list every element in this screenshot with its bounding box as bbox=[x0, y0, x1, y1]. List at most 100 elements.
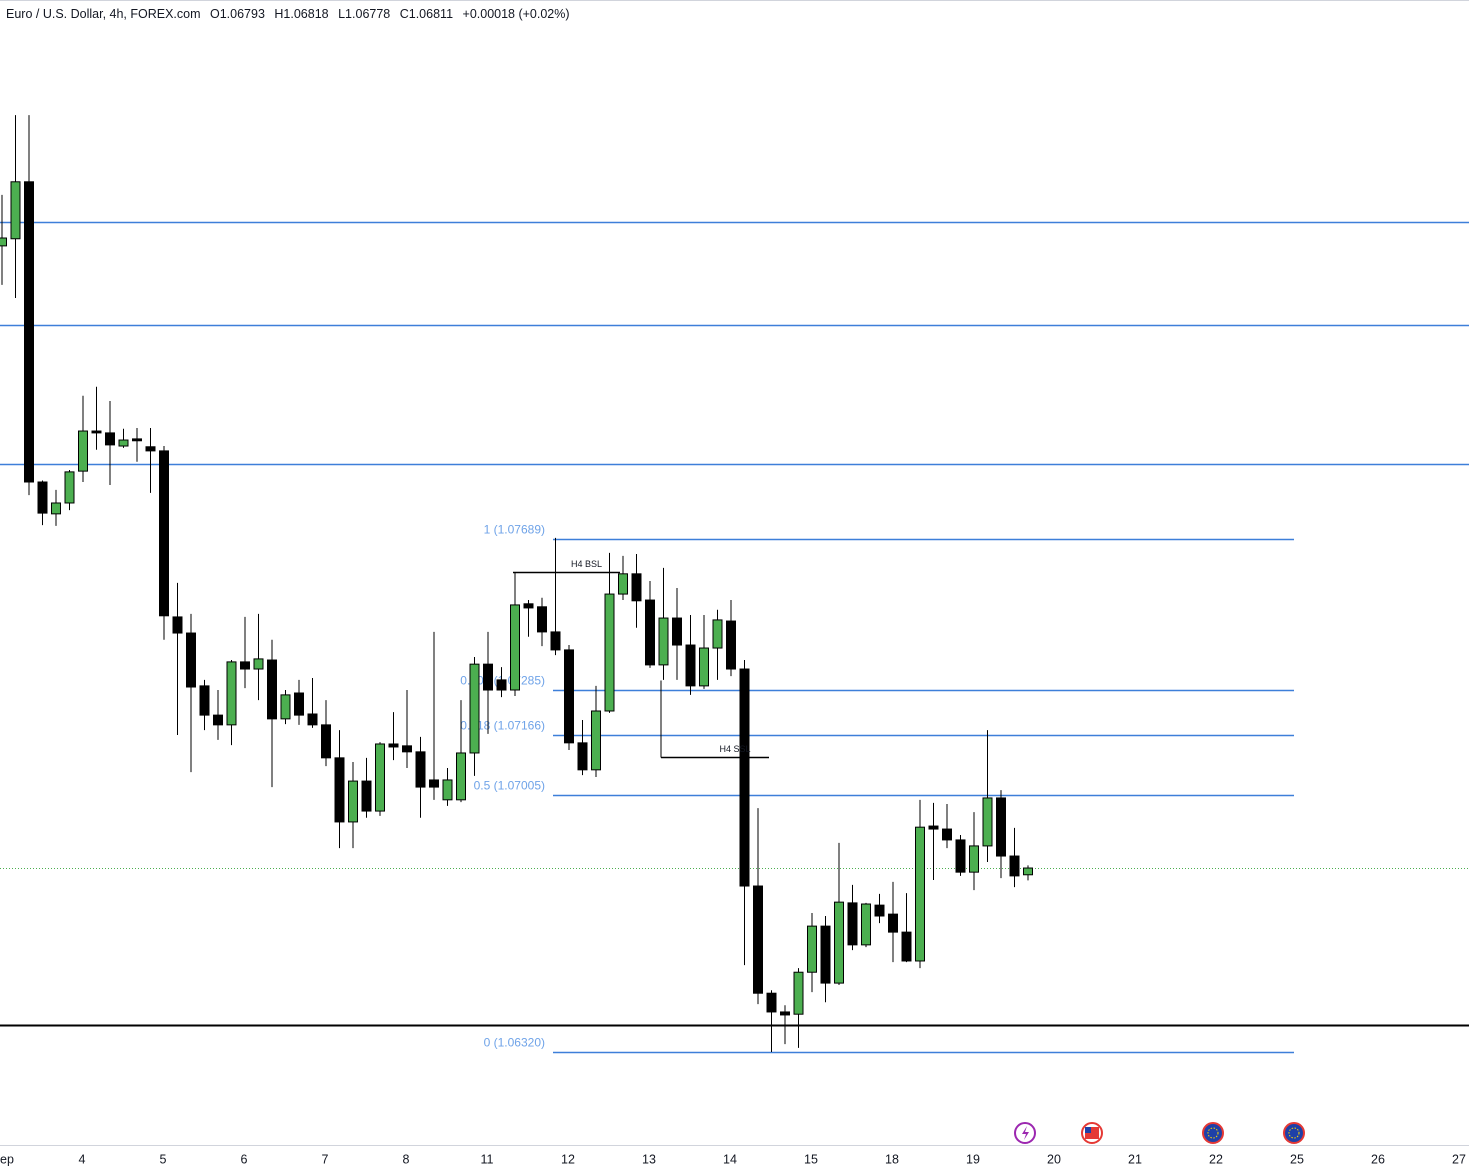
fib-label: 0.618 (1.07166) bbox=[460, 719, 545, 733]
candle-body bbox=[523, 603, 534, 609]
low-label: L1.06778 bbox=[338, 7, 391, 21]
candle-body bbox=[132, 438, 142, 442]
candle-body bbox=[604, 593, 615, 712]
candle-body bbox=[1009, 855, 1020, 877]
candle-body bbox=[253, 658, 264, 670]
candle-body bbox=[982, 797, 993, 847]
candle-body bbox=[442, 779, 453, 801]
candle-body bbox=[550, 631, 561, 651]
x-tick-label: 14 bbox=[723, 1152, 737, 1166]
candle-body bbox=[834, 901, 844, 984]
candle-body bbox=[901, 931, 912, 962]
candle-body bbox=[915, 826, 925, 962]
candle-body bbox=[699, 647, 709, 687]
event-icon-glyph bbox=[1207, 1127, 1219, 1139]
high-label: H1.06818 bbox=[274, 7, 329, 21]
candle-body bbox=[969, 845, 979, 873]
annotation-label: H4 SSL bbox=[719, 744, 750, 754]
candle-body bbox=[429, 779, 439, 788]
close-label: C1.06811 bbox=[399, 7, 454, 21]
x-tick-label: 25 bbox=[1290, 1152, 1304, 1166]
candle-body bbox=[402, 745, 412, 753]
candle-body bbox=[537, 606, 547, 633]
candle-body bbox=[51, 502, 61, 515]
candle-body bbox=[861, 903, 871, 946]
candle-body bbox=[37, 481, 48, 514]
x-tick-label: 20 bbox=[1047, 1152, 1061, 1166]
candle-body bbox=[496, 679, 507, 691]
fib-label: 0 (1.06320) bbox=[484, 1036, 545, 1050]
candle-body bbox=[10, 181, 21, 240]
candle-body bbox=[1023, 867, 1033, 876]
x-tick-label: 15 bbox=[804, 1152, 818, 1166]
annotation-label: H4 BSL bbox=[571, 559, 602, 569]
candle-body bbox=[591, 710, 601, 771]
fib-label: 0.5 (1.07005) bbox=[474, 779, 545, 793]
open-label: O1.06793 bbox=[210, 7, 265, 21]
event-icon[interactable] bbox=[1202, 1122, 1224, 1144]
candle-body bbox=[240, 661, 250, 670]
candle-body bbox=[739, 668, 750, 887]
x-tick-label: 26 bbox=[1371, 1152, 1385, 1166]
candle-body bbox=[321, 724, 331, 759]
candle-body bbox=[712, 619, 723, 649]
candle-body bbox=[726, 620, 736, 670]
event-icon[interactable] bbox=[1283, 1122, 1305, 1144]
candle-body bbox=[847, 902, 858, 946]
candle-body bbox=[658, 617, 669, 666]
candles bbox=[0, 115, 1033, 1053]
candle-body bbox=[415, 751, 426, 788]
candle-body bbox=[348, 780, 358, 823]
candle-body bbox=[618, 573, 628, 595]
candle-body bbox=[0, 237, 7, 247]
candle-body bbox=[766, 992, 777, 1013]
candle-body bbox=[226, 661, 237, 726]
x-tick-label: 22 bbox=[1209, 1152, 1223, 1166]
candle-body bbox=[24, 181, 34, 483]
candle-body bbox=[793, 971, 804, 1015]
candle-body bbox=[186, 632, 196, 688]
candle-body bbox=[361, 780, 372, 812]
x-tick-label: 12 bbox=[561, 1152, 575, 1166]
candle-body bbox=[307, 713, 318, 726]
event-icons bbox=[1014, 1122, 1305, 1144]
x-tick-label: 4 bbox=[79, 1152, 86, 1166]
candle-body bbox=[577, 742, 588, 771]
candle-body bbox=[91, 430, 102, 434]
candle-body bbox=[145, 446, 156, 452]
x-tick-label: ep bbox=[0, 1152, 14, 1166]
candle-body bbox=[213, 714, 223, 726]
candle-body bbox=[780, 1011, 790, 1016]
candle-body bbox=[807, 925, 817, 973]
candle-body bbox=[631, 573, 642, 602]
candle-body bbox=[996, 797, 1006, 857]
x-tick-label: 19 bbox=[966, 1152, 980, 1166]
change-label: +0.00018 (+0.02%) bbox=[462, 7, 570, 21]
candle-body bbox=[199, 685, 210, 716]
candle-body bbox=[942, 828, 952, 841]
candle-body bbox=[267, 659, 277, 720]
candle-body bbox=[820, 925, 831, 984]
candle-body bbox=[672, 617, 682, 646]
x-tick-label: 8 bbox=[403, 1152, 410, 1166]
candle-body bbox=[105, 432, 115, 446]
x-tick-label: 13 bbox=[642, 1152, 656, 1166]
candle-body bbox=[874, 904, 885, 917]
candle-body bbox=[456, 752, 466, 801]
candle-body bbox=[955, 839, 966, 873]
symbol-header: Euro / U.S. Dollar, 4h, FOREX.com O1.067… bbox=[6, 7, 576, 21]
candle-body bbox=[469, 663, 480, 754]
candle-body bbox=[753, 885, 763, 994]
candle-body bbox=[928, 825, 939, 830]
event-icon-glyph bbox=[1085, 1127, 1091, 1133]
candle-body bbox=[483, 663, 493, 691]
candle-body bbox=[334, 757, 345, 823]
event-icon-glyph bbox=[1022, 1126, 1029, 1140]
candle-body bbox=[78, 430, 88, 472]
candle-body bbox=[510, 604, 520, 691]
candle-body bbox=[888, 913, 898, 933]
candle-body bbox=[64, 471, 75, 504]
candle-body bbox=[564, 649, 574, 744]
